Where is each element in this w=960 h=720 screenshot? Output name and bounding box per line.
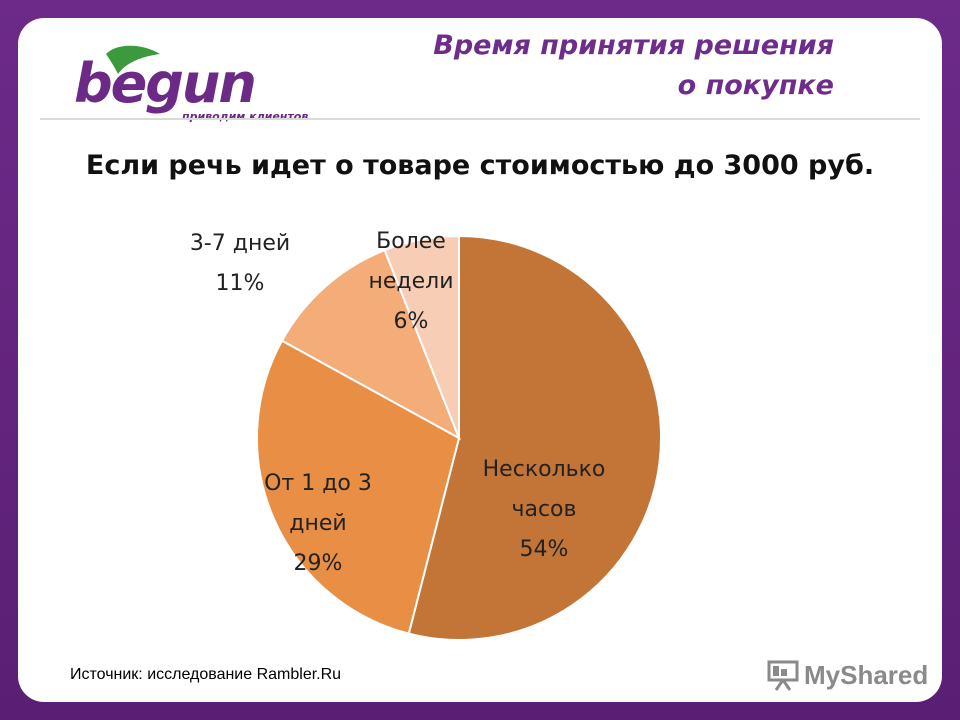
pie-category-label: Несколько xyxy=(483,457,606,482)
pie-value-label: 54% xyxy=(520,537,569,562)
pie-slice-3-7-days xyxy=(280,248,461,441)
pie-category-label: Более xyxy=(376,229,446,254)
myshared-watermark: MyShared xyxy=(766,654,936,694)
pie-slice-over-week xyxy=(383,234,460,439)
title-line-1: Время принятия решения xyxy=(433,30,834,61)
pie-category-label: От 1 до 3 xyxy=(264,471,372,496)
pie-label-1-3-days: От 1 до 3 дней 29% xyxy=(264,471,372,576)
pie-label-3-7-days: 3-7 дней 11% xyxy=(190,231,290,296)
pie-category-label: 3-7 дней xyxy=(190,231,290,256)
pie-chart: Несколько часов 54% От 1 до 3 дней 29% 3-7 дне… xyxy=(190,229,662,641)
logo-word: begun xyxy=(74,52,257,115)
pie-value-label: 6% xyxy=(394,309,429,334)
pie-value-label: 11% xyxy=(216,271,265,296)
page-title: Время принятия решения о покупке xyxy=(314,26,834,106)
pie-label-over-week: Более недели 6% xyxy=(368,229,453,334)
slide: begun приводим клиентов Время принятия р… xyxy=(18,18,942,702)
title-line-2: о покупке xyxy=(677,70,834,101)
pie-category-label: дней xyxy=(289,511,346,536)
pie-slice-hours xyxy=(407,234,662,641)
pie-label-hours: Несколько часов 54% xyxy=(483,457,606,562)
pie-category-label: недели xyxy=(368,269,453,294)
chart-subtitle: Если речь идет о товаре стоимостью до 30… xyxy=(85,150,875,181)
header-divider xyxy=(40,118,920,120)
pie-category-label: часов xyxy=(511,497,576,522)
watermark-text: MyShared xyxy=(804,660,929,690)
logo-leaf-icon xyxy=(106,45,160,74)
presentation-icon xyxy=(767,660,799,691)
source-note: Источник: исследование Rambler.Ru xyxy=(70,666,342,683)
pie-slice-1-3-days xyxy=(256,339,461,635)
pie-value-label: 29% xyxy=(294,551,343,576)
